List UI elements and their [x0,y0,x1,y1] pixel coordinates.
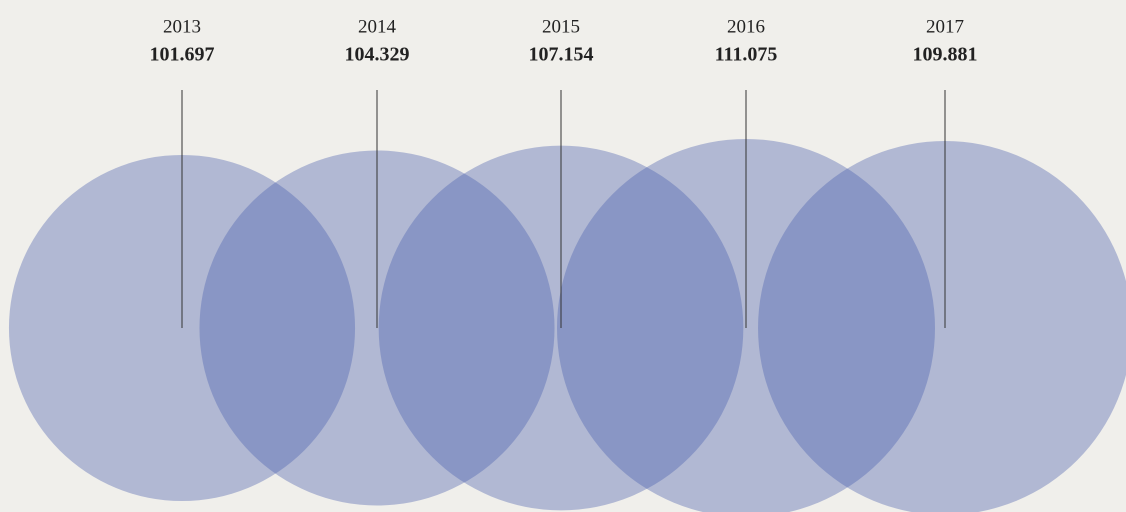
year-label: 2016 [727,16,765,37]
value-label: 107.154 [529,44,594,66]
value-label: 104.329 [345,44,410,66]
bubbles [8,139,1126,512]
year-label: 2017 [926,16,964,37]
year-label: 2014 [358,16,397,37]
year-label: 2015 [542,16,580,37]
year-label: 2013 [163,16,201,37]
bubble [758,141,1126,512]
value-label: 101.697 [150,44,215,66]
value-label: 109.881 [913,44,978,66]
value-label: 111.075 [715,44,778,66]
